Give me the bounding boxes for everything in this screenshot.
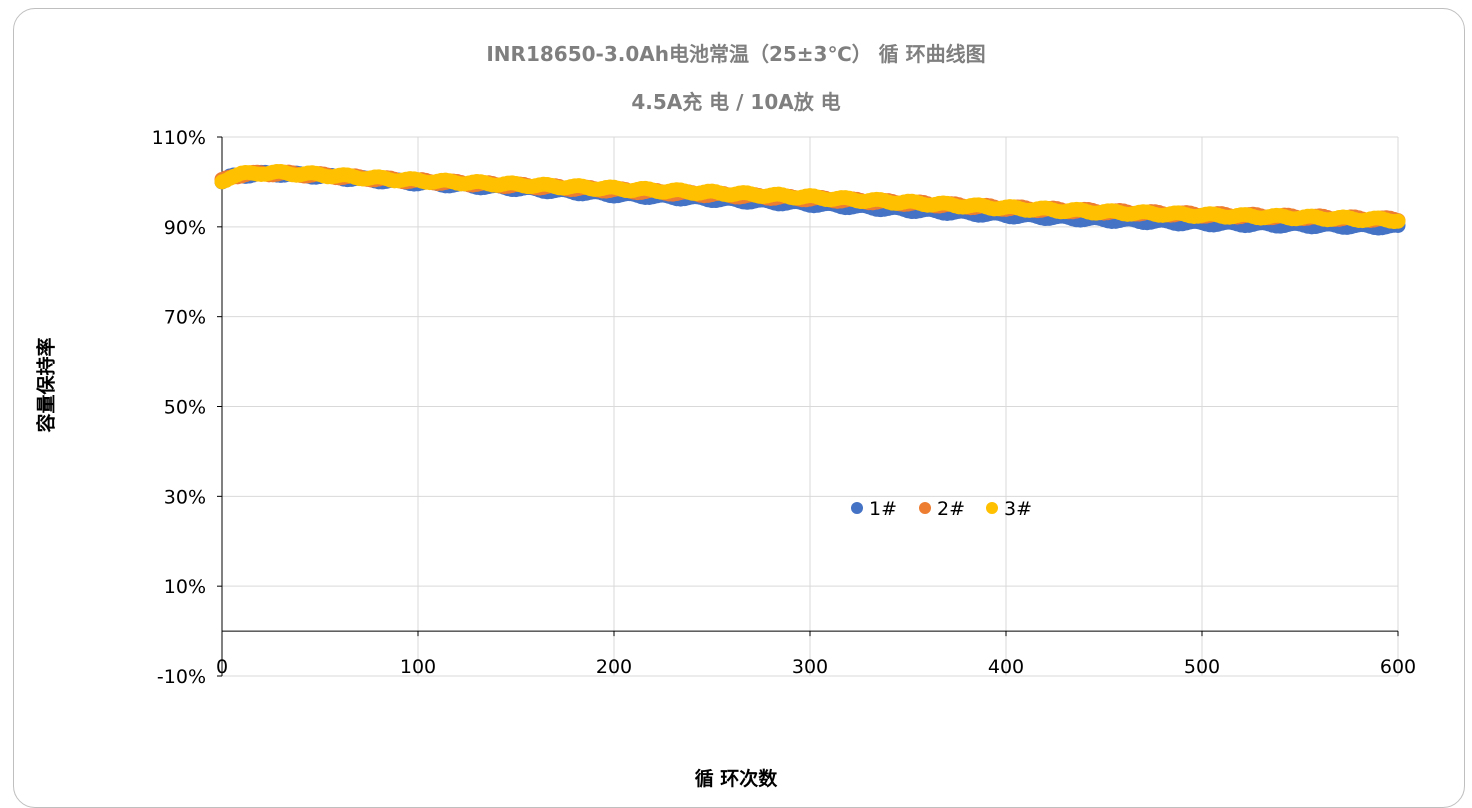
data-point <box>1390 213 1406 229</box>
x-tick-label: 200 <box>596 656 632 678</box>
legend-label-3#: 3# <box>1004 498 1032 520</box>
y-tick-label: 30% <box>164 486 206 508</box>
x-tick-label: 500 <box>1184 656 1220 678</box>
x-tick-label: 600 <box>1380 656 1416 678</box>
legend-marker-3# <box>986 502 998 514</box>
y-tick-label: 50% <box>164 397 206 419</box>
y-tick-label: 10% <box>164 576 206 598</box>
y-tick-label: 70% <box>164 307 206 329</box>
y-tick-label: 110% <box>152 127 206 149</box>
legend-marker-2# <box>919 502 931 514</box>
x-tick-label: 300 <box>792 656 828 678</box>
y-tick-label: 90% <box>164 217 206 239</box>
x-tick-label: 0 <box>216 656 228 678</box>
chart-subtitle: 4.5A充 电 / 10A放 电 <box>631 90 841 114</box>
legend-label-2#: 2# <box>937 498 965 520</box>
chart-title: INR18650-3.0Ah电池常温（25±3℃） 循 环曲线图 <box>486 42 986 66</box>
x-tick-label: 100 <box>400 656 436 678</box>
x-axis-label: 循 环次数 <box>694 768 778 790</box>
x-tick-label: 400 <box>988 656 1024 678</box>
series-3# <box>214 163 1406 230</box>
chart-frame <box>13 8 1465 808</box>
y-tick-label: -10% <box>157 666 206 688</box>
legend-label-1#: 1# <box>869 498 897 520</box>
legend-marker-1# <box>851 502 863 514</box>
